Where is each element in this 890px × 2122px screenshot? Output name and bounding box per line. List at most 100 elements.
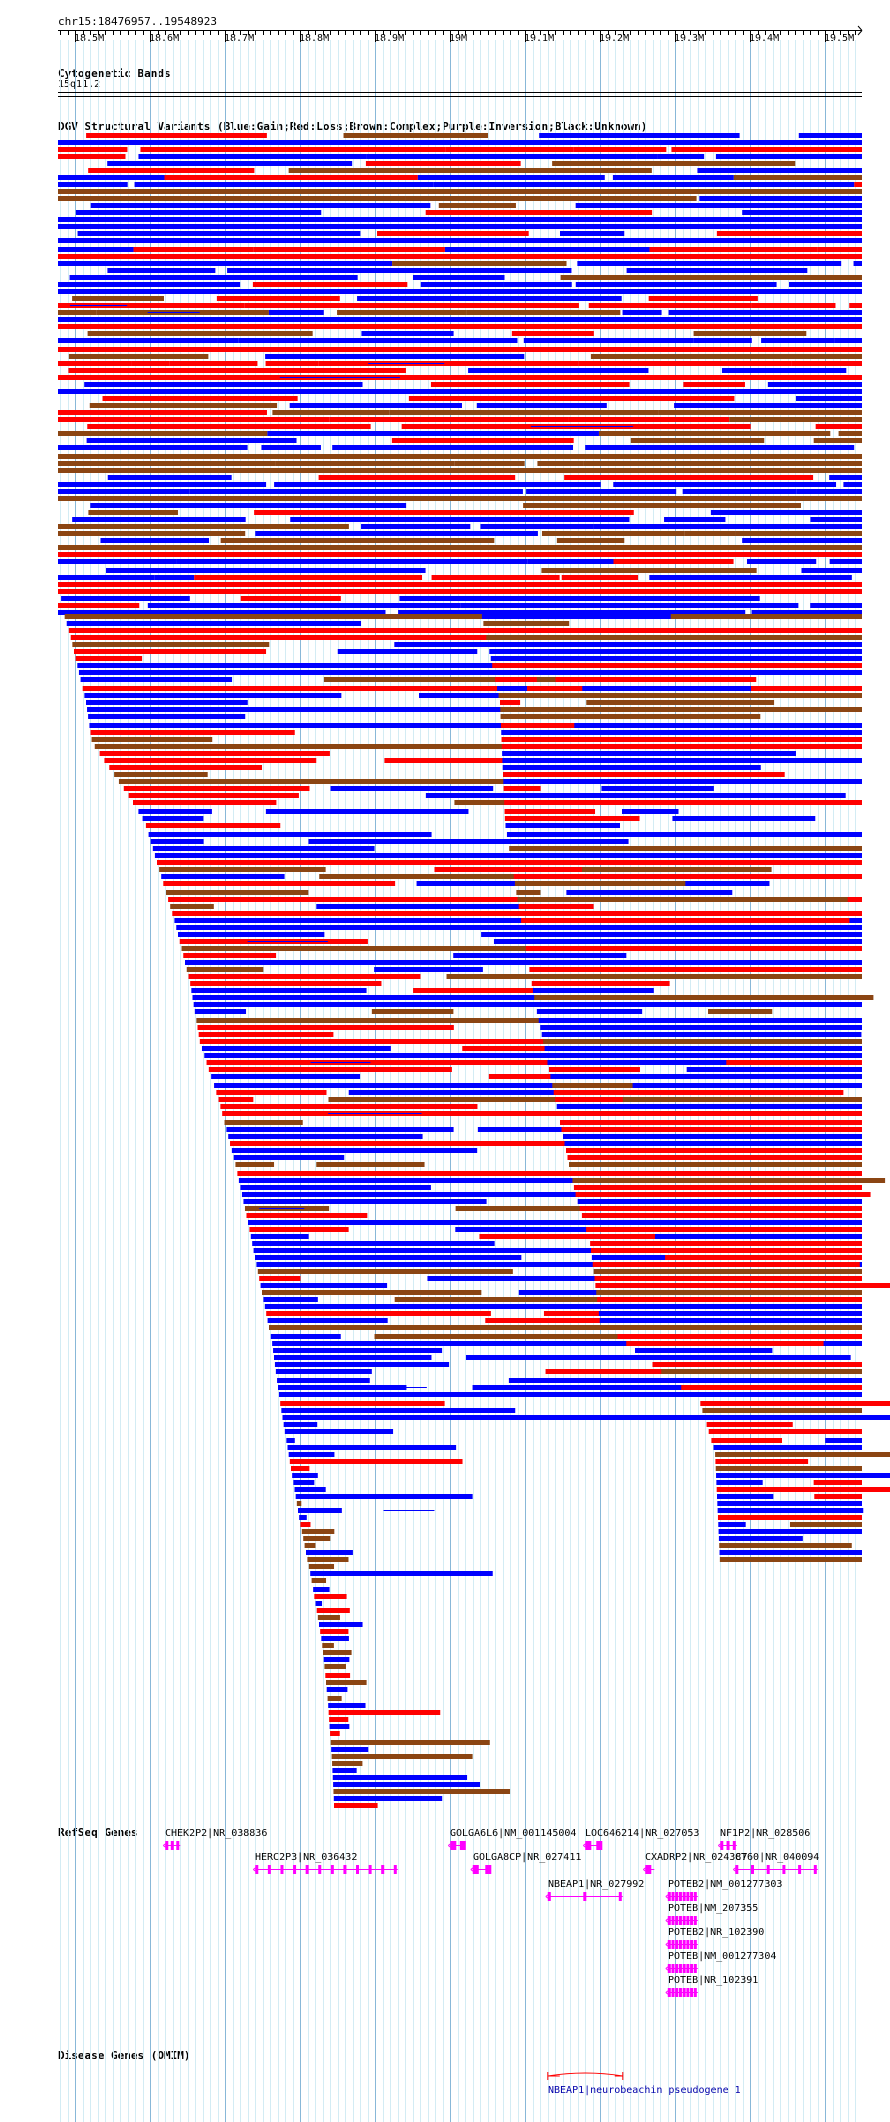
refseq-gene-label[interactable]: POTEB|NM_207355 (668, 1903, 759, 1914)
gene-exon (675, 1916, 679, 1925)
dgv-variant (325, 1673, 351, 1678)
refseq-gene-label[interactable]: POTEB2|NM_001277303 (668, 1879, 783, 1890)
dgv-variant (593, 1269, 862, 1274)
dgv-variant (651, 1083, 739, 1088)
refseq-track-title[interactable]: RefSeq Genes (58, 1826, 138, 1839)
refseq-gene (252, 1865, 398, 1874)
dgv-variant (546, 1053, 862, 1058)
refseq-gene-label[interactable]: GOLGA8CP|NR_027411 (473, 1852, 582, 1863)
dgv-variant (208, 1067, 452, 1072)
gene-exon (686, 1916, 690, 1925)
region-label: chr15:18476957..19548923 (58, 15, 217, 28)
dgv-variant (278, 1392, 862, 1397)
dgv-variant (274, 1355, 432, 1360)
refseq-gene-label[interactable]: NBEAP1|NR_027992 (548, 1879, 645, 1890)
gene-exon (686, 1892, 690, 1901)
refseq-gene-label[interactable]: GOLGA6L6|NM_001145004 (450, 1828, 577, 1839)
dgv-variant (742, 210, 862, 215)
dgv-variant (534, 995, 874, 1000)
gene-exon (255, 1865, 259, 1874)
dgv-variant (315, 1601, 323, 1606)
refseq-gene-label[interactable]: NF1P2|NR_028506 (720, 1828, 811, 1839)
dgv-variant (535, 1002, 849, 1007)
refseq-gene-label[interactable]: LOC646214|NR_027053 (585, 1828, 700, 1839)
dgv-variant (90, 203, 431, 208)
dgv-variant (374, 1334, 811, 1339)
omim-track-title[interactable]: Disease Genes (OMIM) (58, 2049, 191, 2062)
dgv-variant (654, 1234, 862, 1239)
dgv-variant (226, 1127, 454, 1132)
dgv-variant (254, 510, 634, 515)
dgv-variant (417, 175, 605, 180)
dgv-variant (58, 361, 132, 366)
dgv-variant (718, 1529, 862, 1534)
dgv-variant (228, 1134, 423, 1139)
dgv-variant (518, 904, 594, 909)
refseq-gene-label[interactable]: POTEB|NR_102391 (668, 1975, 759, 1986)
dgv-variant (408, 396, 735, 401)
dgv-variant (569, 1162, 862, 1167)
dgv-variant (69, 275, 358, 280)
dgv-variant (58, 282, 241, 287)
dgv-variant (564, 1141, 863, 1146)
refseq-gene-label[interactable]: CT60|NR_040094 (735, 1852, 820, 1863)
dgv-variant (537, 461, 584, 466)
refseq-gene-label[interactable]: POTEB|NM_001277304 (668, 1951, 777, 1962)
dgv-variant (86, 700, 248, 705)
dgv-variant (253, 1248, 863, 1253)
dgv-track-title[interactable]: DGV Structural Variants (Blue:Gain;Red:L… (58, 120, 648, 133)
dgv-variant (636, 154, 658, 159)
dgv-variant (585, 445, 855, 450)
dgv-variant (58, 147, 128, 152)
dgv-variant (849, 303, 862, 308)
gene-exon (671, 1916, 675, 1925)
gene-exon (675, 1940, 679, 1949)
dgv-variant (298, 1508, 342, 1513)
strand-arrow (665, 1965, 671, 1972)
dgv-variant (204, 1053, 863, 1058)
dgv-variant (652, 1362, 862, 1367)
dgv-variant (513, 874, 862, 879)
dgv-variant (708, 1009, 773, 1014)
refseq-gene-label[interactable]: HERC2P3|NR_036432 (255, 1852, 358, 1863)
dgv-variant (523, 503, 801, 508)
dgv-variant (586, 1227, 862, 1232)
strand-arrow (582, 1842, 588, 1849)
dgv-variant (286, 1438, 295, 1443)
dgv-variant (594, 1276, 862, 1281)
dgv-variant (501, 730, 862, 735)
dgv-variant (154, 575, 195, 580)
dgv-variant (719, 1557, 862, 1562)
refseq-gene-label[interactable]: POTEB2|NR_102390 (668, 1927, 765, 1938)
dgv-variants (58, 133, 890, 1808)
gene-exon (305, 1865, 309, 1874)
dgv-variant (283, 1422, 318, 1427)
gene-exon (671, 1964, 675, 1973)
dgv-variant (431, 575, 560, 580)
dgv-variant (838, 431, 862, 436)
dgv-variant (58, 559, 177, 564)
dgv-variant (291, 1466, 310, 1471)
dgv-variant (590, 1134, 862, 1139)
dgv-variant (189, 196, 406, 201)
dgv-variant (751, 303, 836, 308)
omim-gene-label[interactable]: NBEAP1|neurobeachin pseudogene 1 (548, 2085, 741, 2096)
dgv-variant (311, 1578, 327, 1583)
dgv-variant (472, 1385, 753, 1390)
dgv-variant (58, 338, 218, 343)
dgv-variant (109, 765, 263, 770)
refseq-gene-label[interactable]: CXADRP2|NR_024387 (645, 1852, 748, 1863)
dgv-variant (668, 310, 862, 315)
dgv-variant (810, 603, 862, 608)
ruler-tick-label: 18.8M (299, 33, 330, 44)
refseq-gene-label[interactable]: CHEK2P2|NR_038836 (165, 1828, 268, 1839)
dgv-variant (318, 361, 579, 366)
dgv-variant (88, 714, 246, 719)
dgv-variant (420, 282, 504, 287)
gene-exon (645, 1865, 652, 1874)
dgv-variant (479, 1234, 699, 1239)
dgv-variant (566, 890, 733, 895)
dgv-variant (510, 853, 553, 858)
cytoband-track-title[interactable]: Cytogenetic Bands (58, 67, 171, 80)
dgv-variant (348, 1090, 724, 1095)
